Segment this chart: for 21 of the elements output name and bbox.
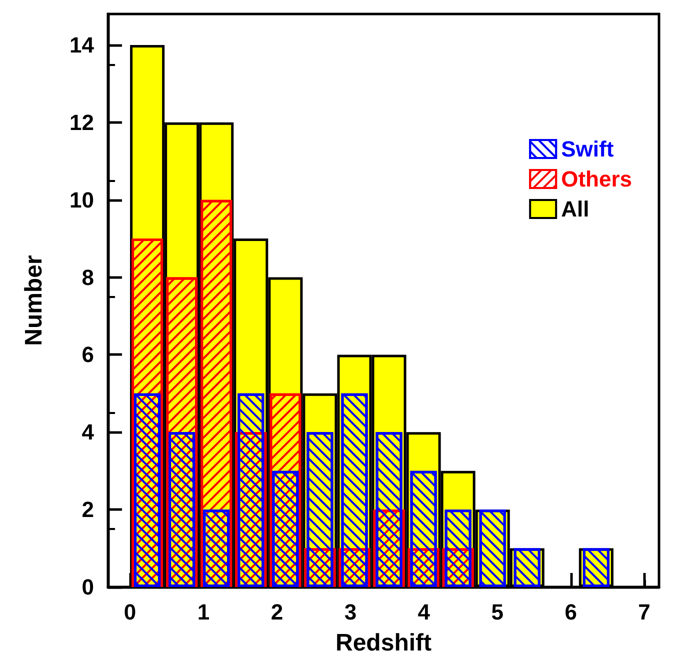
x-tick-label: 6 <box>564 600 577 624</box>
y-tick-label: 8 <box>82 264 94 290</box>
y-tick-label: 2 <box>82 497 94 522</box>
legend-label: Others <box>561 166 632 192</box>
legend-label: Swift <box>561 136 614 162</box>
y-axis-title: Number <box>20 255 48 346</box>
legend-label: All <box>561 196 590 222</box>
x-tick-label: 7 <box>638 600 650 624</box>
x-tick-label: 0 <box>124 600 136 624</box>
x-tick-label: 4 <box>418 600 431 624</box>
y-tick-label: 0 <box>82 574 94 600</box>
x-tick-label: 1 <box>197 600 210 624</box>
x-tick-label: 3 <box>344 600 357 624</box>
y-tick-label: 4 <box>82 420 95 445</box>
y-tick-label: 10 <box>70 187 94 212</box>
y-tick-label: 12 <box>70 110 94 135</box>
x-axis-title: Redshift <box>336 630 432 656</box>
x-tick-label: 2 <box>270 600 284 624</box>
y-tick-label: 14 <box>70 32 95 58</box>
x-tick-label: 5 <box>491 600 504 624</box>
y-tick-label: 6 <box>82 342 94 368</box>
